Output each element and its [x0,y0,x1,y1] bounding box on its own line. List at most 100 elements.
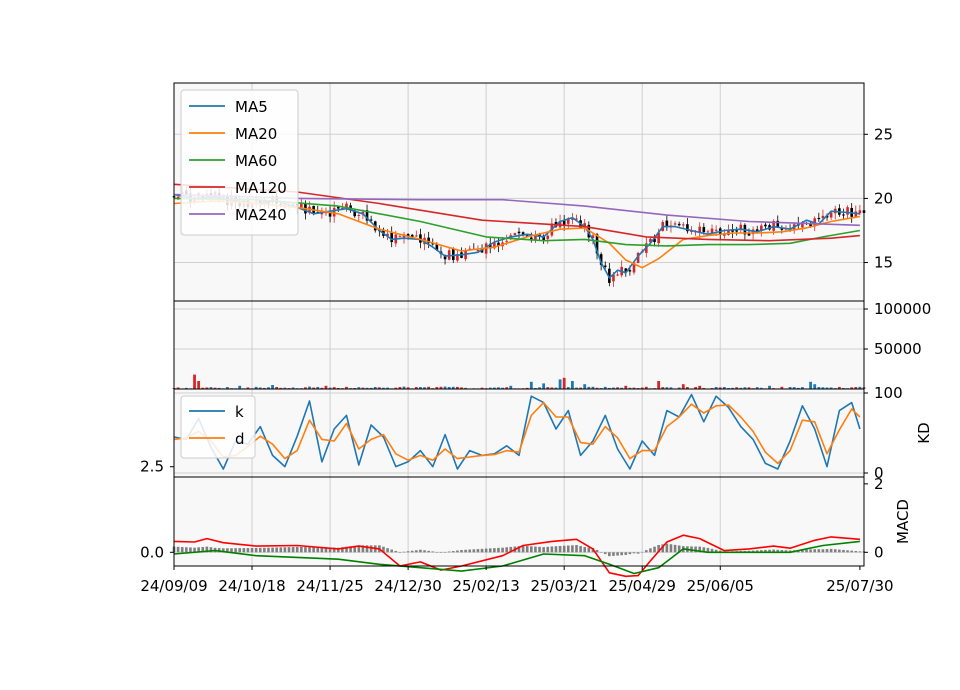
macd-histogram-bar [833,549,837,553]
legend-label-ma240: MA240 [235,206,287,224]
macd-histogram-bar [390,549,393,553]
macd-histogram-bar [263,547,266,553]
candle-body [780,228,784,230]
volume-bar [587,386,591,389]
volume-bar [640,387,644,389]
macd-histogram-bar [677,545,681,553]
volume-bar [328,387,332,389]
macd-histogram-bar [562,545,566,553]
macd-histogram-bar [267,547,270,553]
macd-histogram-bar [575,545,578,553]
macd-histogram-bar [271,547,274,553]
volume-bar [373,386,377,389]
macd-histogram-bar [493,548,496,553]
volume-bar [336,387,340,389]
macd-histogram-bar [764,549,767,553]
candle-body [456,254,459,261]
macd-histogram-bar [435,552,439,553]
volume-bar [718,387,722,389]
candle-body [497,242,500,246]
candle-body [599,254,603,265]
macd-histogram-bar [755,550,759,553]
volume-bar [205,387,209,389]
volume-bar [225,387,229,389]
volume-bar [562,377,566,389]
macd-histogram-bar [336,547,340,553]
macd-histogram-bar [189,547,192,553]
volume-bar [677,387,681,389]
macd-histogram-bar [530,546,533,553]
volume-bar [595,387,599,389]
volume-bar [414,387,418,389]
candle-body [612,274,615,282]
candle-body [435,243,439,251]
candle-body [747,233,751,236]
panel-frames [173,82,865,567]
x-tick-label: 24/12/30 [374,577,441,595]
macd-histogram-bar [349,546,352,553]
volume-bar [283,387,287,389]
macd-histogram-bar [476,549,480,553]
price-series-line-ma240 [173,193,860,227]
macd-histogram-bar [525,546,529,553]
macd-histogram-bar [854,551,858,553]
macd-histogram-bar [805,549,808,553]
macd-histogram-bar [554,546,558,553]
macd-axis-label: MACD [894,499,912,544]
macd-histogram-bar [653,546,656,553]
macd-histogram-bar [398,552,402,553]
macd-left-y-tick-label: 0.0 [140,543,164,561]
volume-bar [394,387,398,389]
macd-histogram-bar [238,548,242,553]
candle-body [431,243,435,245]
macd-histogram-bar [447,551,451,553]
candle-body [517,231,521,234]
candle-body [731,229,734,232]
macd-histogram-bar [275,547,278,553]
volume-bar [291,387,295,389]
macd-histogram-bar [406,551,410,553]
candle-body [300,203,303,209]
macd-histogram-bar [583,547,587,553]
candle-body [636,252,640,263]
macd-histogram-bar [673,544,677,553]
macd-histogram-bar [809,549,812,553]
candle-body [566,218,570,224]
candle-body [624,268,628,272]
volume-bar [747,387,751,389]
macd-histogram-bar [714,549,718,553]
volume-bar [850,387,854,389]
x-tick-label: 25/04/29 [609,577,676,595]
candle-body [562,220,566,225]
candle-body [336,206,340,209]
macd-histogram-bar [509,546,513,553]
volume-bar [427,386,431,389]
macd-histogram-bar [645,550,648,553]
candle-body [468,248,472,250]
macd-histogram-bar [694,546,697,553]
macd-histogram-bar [612,552,615,556]
macd-histogram-bar [640,551,644,553]
volume-bar [731,387,734,389]
legends: MA5 MA20 MA60 MA120 MA240 kd [180,89,299,459]
candle-body [829,212,833,218]
volume-bar [497,387,500,389]
candle-body [723,233,726,236]
candle-body [608,268,611,283]
candle-body [357,215,361,217]
volume-bar [739,387,743,389]
volume-bar [570,381,574,389]
volume-bar [209,387,213,389]
volume-bar [829,387,833,389]
kd-axis-label: KD [915,422,933,443]
macd-histogram-bar [464,549,467,553]
macd-histogram-bar [772,549,775,553]
candle-body [710,228,714,234]
volume-bar [858,386,862,389]
candle-body [649,238,652,243]
candle-body [760,225,763,231]
volume-y-tick-label: 50000 [874,340,922,358]
volume-bar [657,381,661,389]
macd-histogram-bar [221,548,225,553]
volume-bar [197,381,201,389]
